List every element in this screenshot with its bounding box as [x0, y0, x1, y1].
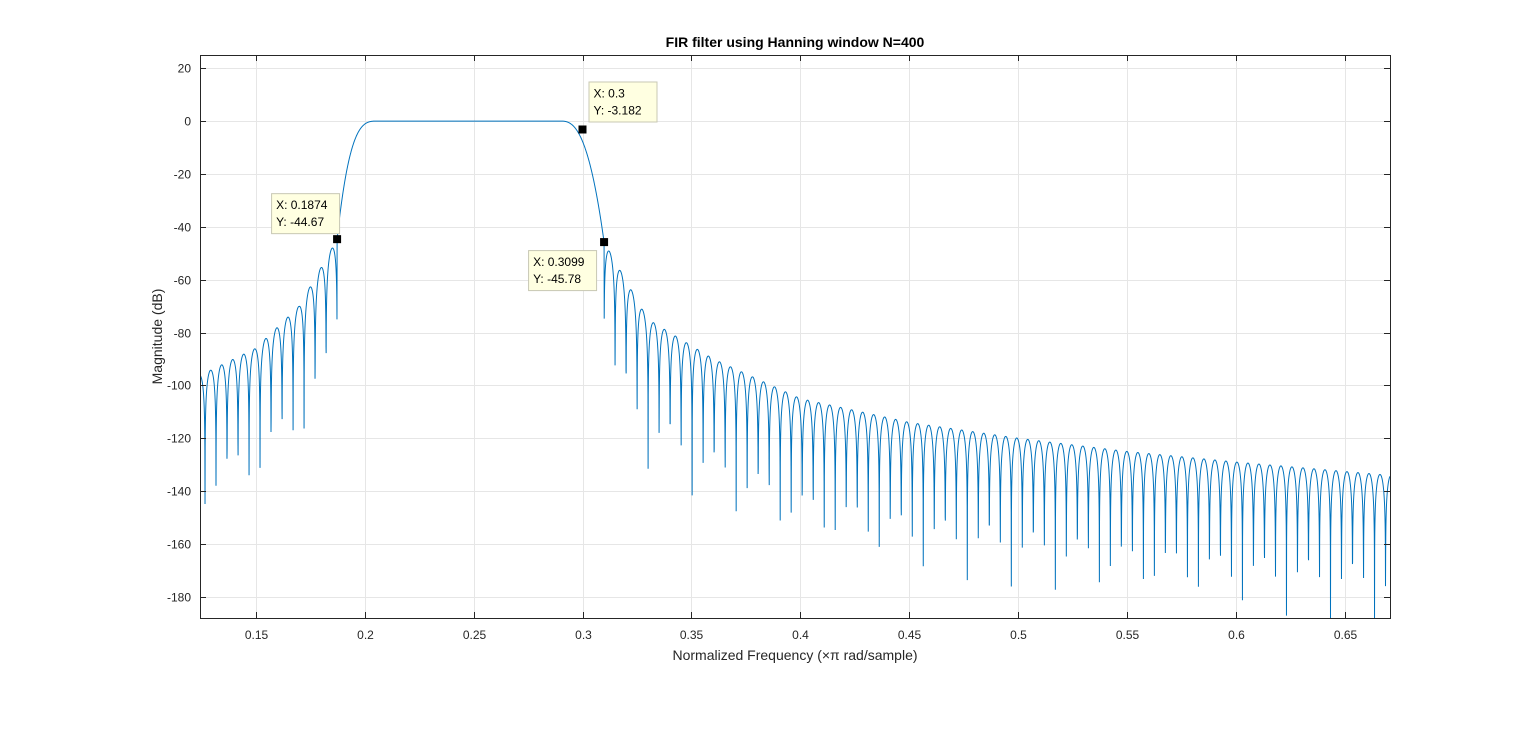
data-tip-box: [271, 193, 341, 235]
y-tick-label: -180: [167, 591, 191, 605]
x-tick-label: 0.4: [792, 628, 809, 642]
magnitude-curve: [200, 120, 1390, 618]
grid-lines: [200, 55, 1390, 618]
x-tick-label: 0.65: [1334, 628, 1358, 642]
plot-frame: [200, 55, 1391, 619]
y-tick-label: -40: [174, 221, 192, 235]
x-tick-label: 0.15: [245, 628, 269, 642]
x-tick-label: 0.3: [575, 628, 592, 642]
y-tick-label: 20: [178, 62, 192, 76]
chart-title: FIR filter using Hanning window N=400: [666, 34, 925, 50]
plot-area: [200, 55, 1390, 618]
y-tick-label: -160: [167, 538, 191, 552]
y-tick-label: -80: [174, 327, 192, 341]
data-tip-x: X: 0.3099: [533, 255, 585, 269]
x-tick-label: 0.25: [463, 628, 487, 642]
y-tick-label: -20: [174, 168, 192, 182]
y-tick-label: -120: [167, 432, 191, 446]
data-tip[interactable]: X: 0.1874 Y: -44.67: [271, 193, 342, 244]
x-axis-label: Normalized Frequency (×π rad/sample): [672, 647, 917, 663]
x-tick-label: 0.6: [1228, 628, 1245, 642]
data-tip[interactable]: X: 0.3 Y: -3.182: [578, 81, 658, 134]
data-tip-marker[interactable]: [578, 125, 587, 134]
data-tip[interactable]: X: 0.3099 Y: -45.78: [528, 238, 609, 292]
data-tip-x: X: 0.1874: [276, 198, 328, 212]
x-tick-label: 0.55: [1116, 628, 1140, 642]
y-tick-label: -100: [167, 379, 191, 393]
data-tip-y: Y: -3.182: [594, 103, 642, 117]
x-tick-label: 0.2: [357, 628, 374, 642]
y-tick-label: 0: [184, 115, 191, 129]
x-tick-label: 0.35: [680, 628, 704, 642]
axis-ticks: [200, 55, 1390, 618]
data-tip-marker[interactable]: [333, 235, 342, 244]
x-tick-label: 0.5: [1010, 628, 1027, 642]
data-tip-y: Y: -44.67: [276, 215, 324, 229]
y-tick-label: -140: [167, 485, 191, 499]
y-axis-label: Magnitude (dB): [149, 289, 165, 385]
axis-tick-labels: 0.15 0.2 0.25 0.3 0.35 0.4 0.45 0.5 0.55 0.6 0.65 2…: [167, 62, 1358, 643]
curve-layer: [200, 120, 1390, 618]
data-tip-x: X: 0.3: [594, 86, 626, 100]
data-tip-box: [528, 250, 598, 292]
data-tip-y: Y: -45.78: [533, 272, 581, 286]
data-tip-box: [588, 81, 658, 123]
x-tick-label: 0.45: [898, 628, 922, 642]
y-tick-label: -60: [174, 274, 192, 288]
data-tips[interactable]: X: 0.1874 Y: -44.67 X: 0.3 Y: -3.182 X: 0.30…: [271, 81, 658, 292]
data-tip-marker[interactable]: [600, 238, 609, 247]
